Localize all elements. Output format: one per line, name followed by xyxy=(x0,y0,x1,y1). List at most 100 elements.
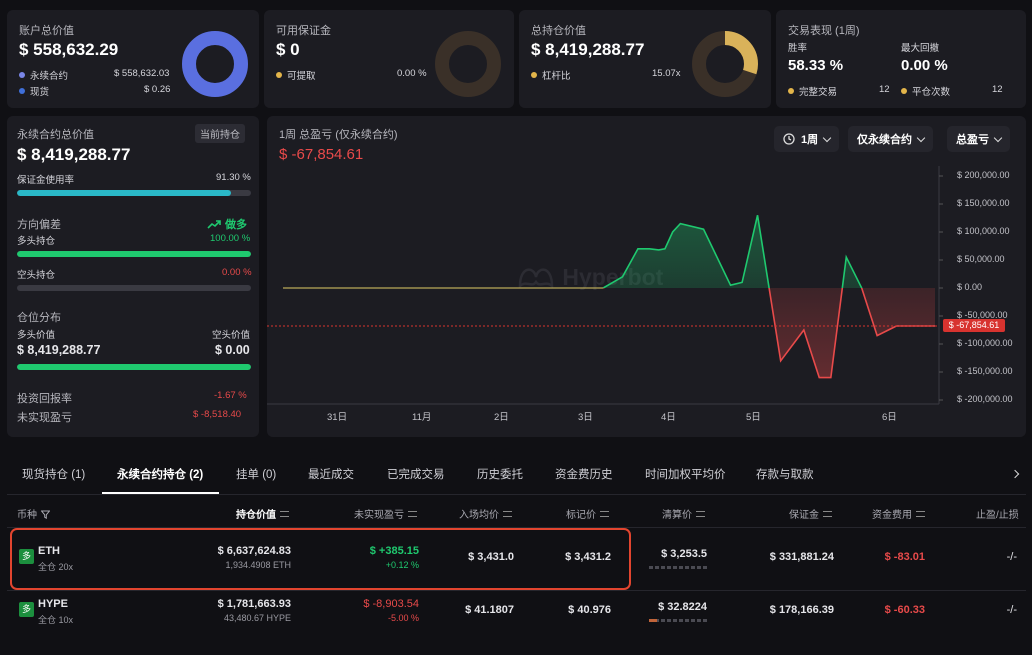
margin-mode: 全仓 20x xyxy=(38,562,74,572)
liq-price: $ 3,253.5 xyxy=(661,548,707,560)
pnl-line-negative xyxy=(603,288,935,379)
negative-area xyxy=(283,288,935,378)
legend-dot-icon xyxy=(788,88,794,94)
y-tick-label: $ 0.00 xyxy=(957,282,983,292)
pnl-chart-title: 1周 总盈亏 (仅永续合约) xyxy=(279,129,398,141)
perp-legend-value: $ 558,632.03 xyxy=(114,68,170,79)
liq-distance-bar xyxy=(649,619,707,622)
sort-icon[interactable] xyxy=(823,511,832,517)
leverage-value: 15.07x xyxy=(652,68,681,79)
col-position-value[interactable]: 持仓价值 xyxy=(236,506,289,521)
tab-1[interactable]: 永续合约持仓 (2) xyxy=(117,469,204,481)
coin-name[interactable]: ETH xyxy=(38,545,60,557)
funding-value: $ -60.33 xyxy=(884,604,925,616)
perp-total-title: 永续合约总价值 xyxy=(17,129,94,141)
col-mark[interactable]: 标记价 xyxy=(566,506,609,521)
tab-2[interactable]: 挂单 (0) xyxy=(236,469,277,481)
sort-icon[interactable] xyxy=(600,511,609,517)
close-count-value: 12 xyxy=(992,84,1003,95)
distribution-bar xyxy=(17,364,251,370)
drawdown-value: 0.00 % xyxy=(901,57,948,74)
short-value-label: 空头价值 xyxy=(212,330,251,341)
x-tick-label: 4日 xyxy=(661,412,676,423)
sort-icon[interactable] xyxy=(503,511,512,517)
filter-icon[interactable] xyxy=(40,510,51,520)
y-tick-label: $ -150,000.00 xyxy=(957,366,1013,376)
position-size: 43,480.67 HYPE xyxy=(223,613,291,623)
position-value-title: 总持仓价值 xyxy=(531,25,586,37)
sort-icon[interactable] xyxy=(408,511,417,517)
close-count-label: 平仓次数 xyxy=(901,84,950,98)
margin-value: $ 331,881.24 xyxy=(769,551,834,563)
y-tick-label: $ 150,000.00 xyxy=(957,198,1010,208)
col-upnl[interactable]: 未实现盈亏 xyxy=(354,506,417,521)
col-tpsl: 止盈/止损 xyxy=(976,510,1019,521)
margin-donut-chart xyxy=(435,31,501,97)
sort-icon[interactable] xyxy=(696,511,705,517)
scope-dropdown[interactable]: 仅永续合约 xyxy=(848,126,933,152)
upnl-pct: -5.00 % xyxy=(387,613,419,623)
col-liq[interactable]: 清算价 xyxy=(662,506,705,521)
sort-icon[interactable] xyxy=(916,511,925,517)
tpsl-value[interactable]: -/- xyxy=(1006,604,1017,616)
margin-mode: 全仓 10x xyxy=(38,615,74,625)
legend-dot-icon xyxy=(901,88,907,94)
available-margin-card: 可用保证金 $ 0 可提取 0.00 % xyxy=(264,10,514,108)
hyperbot-logo-icon xyxy=(518,268,554,290)
trend-up-icon xyxy=(207,220,221,229)
row-divider xyxy=(7,590,1026,591)
tpsl-value[interactable]: -/- xyxy=(1006,551,1017,563)
account-value-card: 账户总价值 $ 558,632.29 永续合约 $ 558,632.03 现货 … xyxy=(7,10,259,108)
performance-card: 交易表现 (1周) 胜率 58.33 % 最大回撤 0.00 % 完整交易 12… xyxy=(776,10,1026,108)
pnl-line-positive xyxy=(602,215,863,288)
tabs-divider xyxy=(7,494,1026,495)
tab-5[interactable]: 历史委托 xyxy=(477,469,523,481)
perp-legend: 永续合约 xyxy=(19,68,68,82)
header-divider xyxy=(7,527,1026,528)
long-position-fill xyxy=(17,251,251,257)
long-position-bar xyxy=(17,251,251,257)
y-tick-label: $ 50,000.00 xyxy=(957,254,1005,264)
long-position-pct: 100.00 % xyxy=(210,233,251,244)
distribution-fill xyxy=(17,364,251,370)
tab-8[interactable]: 存款与取款 xyxy=(756,469,814,481)
short-position-label: 空头持仓 xyxy=(17,270,56,281)
scroll-right-icon[interactable] xyxy=(1008,468,1024,484)
metric-dropdown-label: 总盈亏 xyxy=(956,134,989,146)
current-position-badge[interactable]: 当前持仓 xyxy=(195,124,245,143)
tab-3[interactable]: 最近成交 xyxy=(308,469,354,481)
tab-4[interactable]: 已完成交易 xyxy=(387,469,445,481)
metric-dropdown[interactable]: 总盈亏 xyxy=(947,126,1010,152)
roi-value: -1.67 % xyxy=(214,390,247,401)
perp-summary-panel: 永续合约总价值 当前持仓 $ 8,419,288.77 保证金使用率 91.30… xyxy=(7,116,259,437)
x-tick-label: 3日 xyxy=(578,412,593,423)
position-size: 1,934.4908 ETH xyxy=(225,560,291,570)
long-side-badge: 多 xyxy=(19,602,34,617)
coin-name[interactable]: HYPE xyxy=(38,598,68,610)
tab-7[interactable]: 时间加权平均价 xyxy=(645,469,726,481)
donut-ring xyxy=(182,31,248,97)
legend-dot-icon xyxy=(531,72,537,78)
period-dropdown[interactable]: 1周 xyxy=(774,126,840,152)
donut-ring xyxy=(435,31,501,97)
clock-icon xyxy=(783,133,795,145)
account-donut-chart xyxy=(182,31,248,97)
position-value: $ 6,637,624.83 xyxy=(217,545,291,557)
donut-ring-fill xyxy=(692,31,758,97)
tab-6[interactable]: 资金费历史 xyxy=(555,469,613,481)
account-value: $ 558,632.29 xyxy=(19,40,119,59)
sort-icon[interactable] xyxy=(280,511,289,517)
col-coin[interactable]: 币种 xyxy=(17,506,51,521)
col-margin[interactable]: 保证金 xyxy=(789,506,832,521)
col-funding[interactable]: 资金费用 xyxy=(872,506,925,521)
x-tick-label: 11月 xyxy=(412,412,432,423)
short-position-bar xyxy=(17,285,251,291)
tab-0[interactable]: 现货持仓 (1) xyxy=(22,469,86,481)
upnl-label: 未实现盈亏 xyxy=(17,412,72,424)
table-row[interactable] xyxy=(7,592,1026,650)
bias-value: 做多 xyxy=(207,216,247,232)
col-entry[interactable]: 入场均价 xyxy=(459,506,512,521)
legend-dot-icon xyxy=(19,88,25,94)
completed-trades-label: 完整交易 xyxy=(788,84,837,98)
perp-total-value: $ 8,419,288.77 xyxy=(17,145,131,164)
